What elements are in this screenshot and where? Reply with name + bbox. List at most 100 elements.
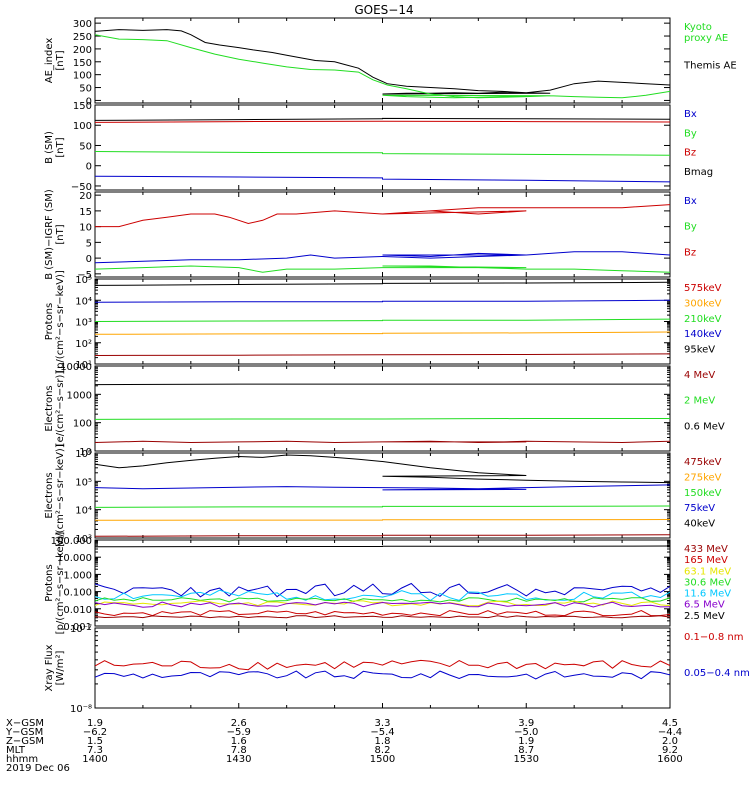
legend-entry: 0.1−0.8 nm bbox=[684, 632, 743, 643]
legend-entry: 150keV bbox=[684, 488, 722, 499]
series-line-black bbox=[95, 383, 670, 386]
footer-cell: −5.9 bbox=[227, 727, 251, 738]
legend-entry-line: Bx bbox=[684, 109, 697, 120]
y-tick-label: 10² bbox=[75, 339, 92, 350]
y-tick-label: −5 bbox=[77, 270, 92, 281]
footer-row-label: hhmm bbox=[6, 754, 38, 765]
legend-entry: 140keV bbox=[684, 329, 722, 340]
series-line-darkred bbox=[95, 534, 670, 537]
y-tick-label: 10000 bbox=[60, 362, 92, 373]
footer-cell: 8.2 bbox=[375, 745, 391, 756]
y-axis-label-line: AE_index bbox=[44, 38, 55, 84]
series-line-green bbox=[95, 418, 670, 420]
footer-cell: 1.5 bbox=[87, 736, 103, 747]
series-line-red bbox=[95, 204, 670, 228]
y-axis-label-line: [e/(cm²−s−sr)] bbox=[55, 371, 66, 447]
footer-cell: 1.6 bbox=[231, 736, 247, 747]
series-line-orange bbox=[95, 519, 670, 521]
series-line-green bbox=[95, 151, 670, 156]
y-tick-label: 0 bbox=[86, 254, 92, 265]
panel-2: 150 100 50 0 −50 B (SM)[nT] Bx By Bz Bmag bbox=[44, 101, 713, 193]
legend-entry-line: 0.1−0.8 nm bbox=[684, 632, 743, 643]
y-axis-label: B (SM)−IGRF (SM)[nT] bbox=[44, 189, 66, 280]
y-tick-label: −50 bbox=[71, 182, 92, 193]
legend-entry-line: Kyoto bbox=[684, 22, 712, 33]
series-line-green bbox=[95, 318, 670, 322]
legend-entry-line: proxy AE bbox=[684, 33, 728, 44]
series-line-red bbox=[95, 120, 670, 123]
panel-frame bbox=[94, 627, 671, 709]
y-axis-label-line: Xray Flux bbox=[44, 644, 55, 691]
panel-frame bbox=[94, 452, 671, 539]
chart-title: GOES−14 bbox=[354, 3, 413, 17]
legend-entry-line: Bz bbox=[684, 148, 696, 159]
y-tick-label: 50 bbox=[79, 84, 92, 95]
panel-5: 10000 1000 100 10 Electrons[e/(cm²−s−sr)] 4 M… bbox=[44, 362, 725, 458]
y-axis-label-line: Protons bbox=[44, 303, 55, 340]
legend-entry: 30.6 MeV bbox=[684, 577, 731, 588]
series-line-red bbox=[95, 659, 670, 671]
legend-entry-line: 300keV bbox=[684, 298, 722, 309]
legend-entry: Kyoto proxy AE bbox=[684, 22, 728, 44]
footer-cell: −6.2 bbox=[83, 727, 107, 738]
y-tick-label: 5 bbox=[86, 238, 92, 249]
y-tick-label: 10 bbox=[79, 447, 92, 458]
legend-entry: Themis AE bbox=[683, 61, 737, 72]
panel-frame bbox=[94, 365, 671, 452]
y-tick-label: 100.000 bbox=[51, 536, 92, 547]
footer-row-label: Y−GSM bbox=[5, 727, 43, 738]
y-tick-label: 0 bbox=[86, 96, 92, 107]
footer-cell: 1600 bbox=[657, 754, 682, 765]
y-tick-label: 250 bbox=[73, 32, 92, 43]
footer-row-label: Z−GSM bbox=[6, 736, 44, 747]
legend-entry: By bbox=[684, 222, 697, 233]
y-axis-label: Xray Flux[W/m²] bbox=[44, 644, 66, 691]
footer-row-label: MLT bbox=[6, 745, 26, 756]
legend-entry-line: 6.5 MeV bbox=[684, 600, 725, 611]
y-tick-label: 10⁵ bbox=[75, 477, 92, 488]
legend-entry: Bmag bbox=[684, 167, 713, 178]
legend-entry-line: 165 MeV bbox=[684, 555, 728, 566]
legend-entry-line: Themis AE bbox=[683, 61, 737, 72]
legend-entry: By bbox=[684, 128, 697, 139]
y-axis-label-line: Electrons bbox=[44, 472, 55, 518]
legend-entry-line: 2 MeV bbox=[684, 396, 715, 407]
series-line-green bbox=[95, 265, 670, 273]
y-axis-label: Protons[p/(cm²−s−sr−keV)] bbox=[44, 270, 66, 373]
footer-cell: 1.9 bbox=[518, 736, 534, 747]
y-axis-label-line: [nT] bbox=[55, 50, 66, 70]
y-axis-label: AE_index[nT] bbox=[44, 38, 66, 84]
y-axis-label: Protons[p/(cm²−s−sr−keV)] bbox=[44, 532, 66, 635]
legend-entry: Bx bbox=[684, 196, 697, 207]
legend-entry: 6.5 MeV bbox=[684, 600, 725, 611]
series-line-darkred bbox=[95, 615, 670, 619]
footer-cell: 1.8 bbox=[375, 736, 391, 747]
legend-entry-line: 575keV bbox=[684, 283, 722, 294]
y-tick-label: 10⁴ bbox=[75, 296, 92, 307]
y-tick-label: 0.010 bbox=[63, 605, 92, 616]
legend-entry-line: 150keV bbox=[684, 488, 722, 499]
y-tick-label: 100 bbox=[73, 121, 92, 132]
footer-cell: −4.4 bbox=[658, 727, 682, 738]
footer-cell: 9.2 bbox=[662, 745, 678, 756]
legend-entry-line: 11.6 MeV bbox=[684, 589, 731, 600]
legend-entry: 275keV bbox=[684, 472, 722, 483]
y-tick-label: 10⁻⁷ bbox=[70, 624, 92, 635]
footer-row-label: 2019 Dec 06 bbox=[6, 763, 70, 774]
series-line-blue bbox=[95, 484, 670, 491]
y-tick-label: 200 bbox=[73, 45, 92, 56]
legend-entry-line: 0.05−0.4 nm bbox=[684, 668, 750, 679]
legend-entry: 575keV bbox=[684, 283, 722, 294]
legend-entry-line: 30.6 MeV bbox=[684, 577, 731, 588]
footer-cell: 7.3 bbox=[87, 745, 103, 756]
y-axis-label-line: B (SM)−IGRF (SM) bbox=[44, 189, 55, 280]
panel-frame bbox=[94, 104, 671, 191]
legend-entry-line: 4 MeV bbox=[684, 370, 715, 381]
series-line-green bbox=[95, 597, 670, 603]
y-tick-label: 10⁶ bbox=[75, 449, 92, 460]
legend-entry-line: Bmag bbox=[684, 167, 713, 178]
panel-3: 20 15 10 5 0 −5 B (SM)−IGRF (SM)[nT] Bx By Bz bbox=[44, 189, 697, 281]
legend-entry: 75keV bbox=[684, 503, 715, 514]
legend-entry: Bz bbox=[684, 247, 696, 258]
